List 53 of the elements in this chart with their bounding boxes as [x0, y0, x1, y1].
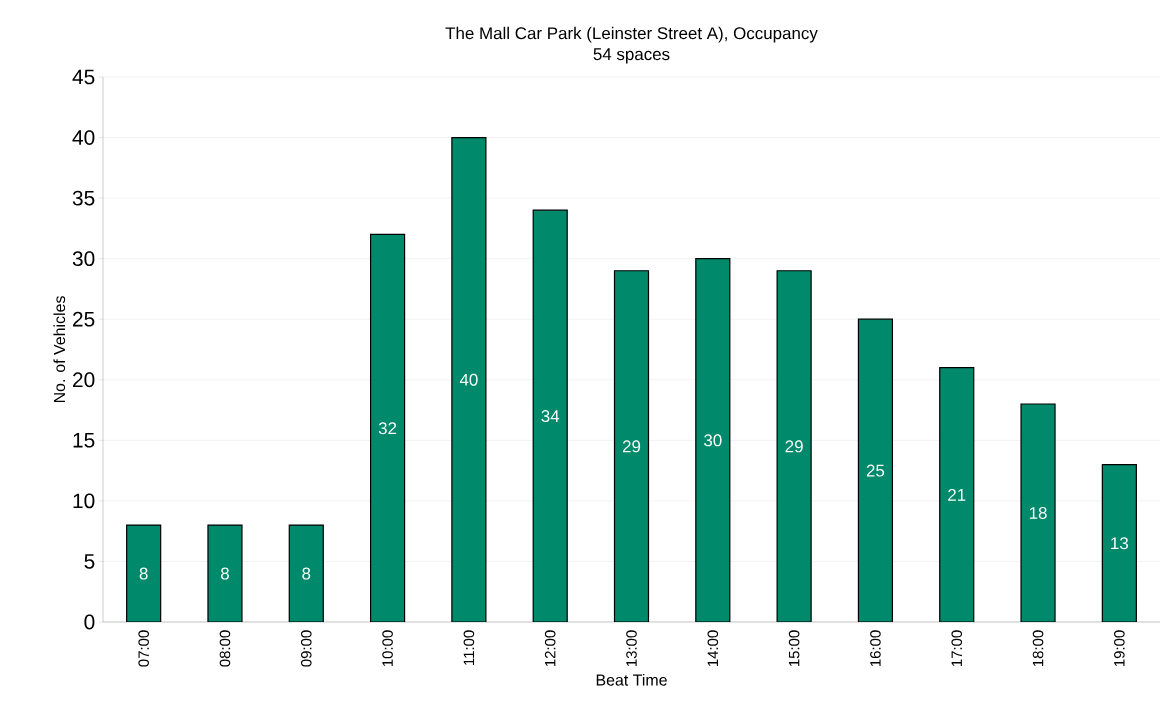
y-tick-label: 5 — [84, 554, 95, 569]
data-label: 13 — [1111, 537, 1129, 550]
x-tick-label: 07:00 — [138, 630, 149, 667]
x-tick-label: 18:00 — [1032, 630, 1044, 667]
chart-title: The Mall Car Park (Leinster Street A), Occupancy — [445, 26, 818, 43]
x-tick-label: 13:00 — [626, 630, 637, 667]
y-tick-label: 20 — [73, 372, 95, 388]
bar — [857, 318, 894, 622]
bar — [126, 524, 162, 622]
data-label: 25 — [866, 464, 885, 477]
x-tick-label: 16:00 — [870, 630, 881, 667]
x-tick-label: 17:00 — [951, 630, 963, 667]
data-label: 34 — [541, 410, 560, 423]
data-label: 32 — [378, 422, 397, 435]
x-tick-label: 15:00 — [788, 630, 800, 667]
bar — [613, 270, 650, 622]
bar — [1020, 403, 1056, 622]
bar — [1101, 463, 1137, 622]
y-tick-label: 15 — [73, 433, 95, 448]
x-tick-label: 14:00 — [707, 630, 719, 667]
y-tick-label: 35 — [72, 190, 95, 206]
y-tick-label: 10 — [73, 493, 95, 509]
data-label: 29 — [785, 440, 803, 453]
y-axis-title: No. of Vehicles — [53, 296, 66, 403]
bar — [369, 233, 406, 622]
bar — [451, 136, 487, 622]
bar — [939, 367, 975, 622]
y-tick-label: 45 — [72, 69, 95, 85]
x-tick-label: 08:00 — [219, 630, 231, 667]
x-axis-title: Beat Time — [596, 674, 667, 686]
y-tick-label: 40 — [72, 130, 95, 145]
bar — [288, 524, 324, 622]
data-label: 21 — [948, 488, 966, 501]
data-label: 8 — [221, 567, 229, 580]
bar — [695, 258, 731, 622]
x-tick-label: 19:00 — [1114, 630, 1125, 667]
data-label: 18 — [1029, 506, 1047, 519]
bar — [776, 270, 812, 622]
y-tick-label: 0 — [84, 614, 95, 630]
y-tick-label: 25 — [73, 311, 95, 327]
data-label: 29 — [622, 440, 641, 453]
chart-subtitle: 54 spaces — [593, 48, 670, 64]
x-tick-label: 10:00 — [382, 630, 393, 667]
y-tick-label: 30 — [72, 251, 95, 267]
data-label: 8 — [139, 567, 148, 580]
data-label: 8 — [302, 567, 311, 580]
x-tick-label: 09:00 — [300, 630, 312, 667]
x-tick-label: 11:00 — [463, 630, 475, 665]
data-label: 40 — [459, 373, 478, 386]
data-label: 30 — [704, 434, 722, 447]
x-tick-label: 12:00 — [544, 630, 556, 667]
bar — [532, 209, 568, 622]
bar — [207, 524, 243, 622]
